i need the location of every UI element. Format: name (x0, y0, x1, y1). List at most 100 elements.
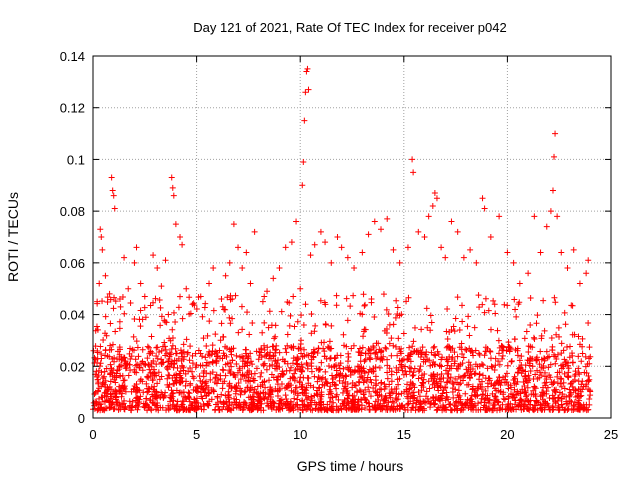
background-point (197, 362, 204, 369)
background-point (316, 366, 323, 373)
background-point (356, 349, 363, 356)
background-point (117, 372, 124, 379)
background-point (419, 344, 426, 351)
background-point (165, 406, 172, 413)
background-point (171, 406, 178, 413)
background-point (480, 362, 487, 369)
background-point (194, 405, 201, 412)
background-point (532, 390, 539, 397)
background-point (288, 343, 295, 350)
background-point (536, 369, 543, 376)
background-point (101, 368, 108, 375)
background-point (119, 293, 126, 300)
background-point (415, 375, 422, 382)
background-point (237, 376, 244, 383)
background-point (440, 375, 447, 381)
data-point (351, 265, 358, 272)
background-point (355, 368, 362, 375)
background-point (390, 321, 397, 328)
background-point (242, 388, 249, 395)
background-point (341, 396, 348, 403)
background-point (299, 401, 306, 408)
background-point (558, 340, 565, 347)
background-point (225, 388, 232, 395)
background-point (318, 359, 325, 366)
data-point (169, 184, 176, 191)
background-point (393, 297, 400, 304)
background-point (146, 386, 153, 393)
background-point (174, 398, 181, 405)
background-point (269, 404, 276, 411)
background-point (350, 292, 357, 299)
background-point (546, 394, 553, 401)
background-point (345, 350, 352, 357)
data-point (293, 218, 300, 225)
background-point (410, 369, 417, 376)
data-point (504, 249, 511, 256)
background-point (283, 402, 290, 409)
background-point (135, 400, 142, 407)
background-point (388, 368, 395, 375)
background-point (410, 381, 417, 388)
background-point (450, 323, 457, 330)
data-point (431, 190, 438, 197)
data-point (206, 280, 213, 287)
data-point (543, 223, 550, 230)
background-point (467, 348, 474, 355)
background-point (487, 348, 494, 355)
background-point (563, 393, 570, 400)
background-point (579, 350, 586, 357)
data-point (583, 270, 590, 277)
background-point (363, 399, 370, 406)
background-point (382, 344, 389, 351)
background-point (98, 404, 105, 411)
background-point (451, 358, 458, 365)
data-point (154, 265, 161, 272)
background-point (430, 344, 437, 351)
background-point (549, 406, 556, 413)
background-point (500, 395, 507, 402)
data-point (125, 285, 132, 292)
background-point (558, 362, 565, 369)
background-point (132, 356, 139, 363)
background-point (321, 299, 328, 306)
background-point (396, 345, 403, 352)
background-point (226, 314, 233, 321)
background-point (350, 342, 357, 349)
background-point (259, 329, 266, 336)
background-point (534, 312, 541, 319)
background-point (233, 383, 240, 390)
background-point (393, 369, 400, 376)
background-point (486, 396, 493, 403)
background-point (444, 356, 451, 363)
background-point (116, 318, 123, 325)
background-point (359, 344, 366, 351)
background-point (514, 388, 521, 395)
background-point (451, 328, 458, 335)
background-point (224, 294, 231, 301)
background-point (286, 322, 293, 329)
data-point (409, 156, 416, 163)
background-point (146, 350, 153, 357)
background-point (101, 373, 108, 380)
background-point (468, 371, 475, 378)
background-point (410, 338, 417, 345)
background-point (226, 381, 233, 388)
data-point (158, 283, 165, 290)
background-point (161, 392, 168, 399)
background-point (500, 391, 507, 398)
background-point (571, 331, 578, 338)
background-point (239, 363, 246, 370)
background-point (512, 346, 519, 353)
background-point (104, 353, 111, 360)
data-point (303, 68, 310, 75)
background-point (575, 378, 582, 385)
background-point (326, 386, 333, 393)
background-point (544, 384, 551, 391)
background-point (273, 346, 280, 353)
background-point (383, 345, 390, 352)
background-point (111, 376, 118, 383)
background-point (522, 402, 529, 409)
background-point (517, 397, 524, 404)
